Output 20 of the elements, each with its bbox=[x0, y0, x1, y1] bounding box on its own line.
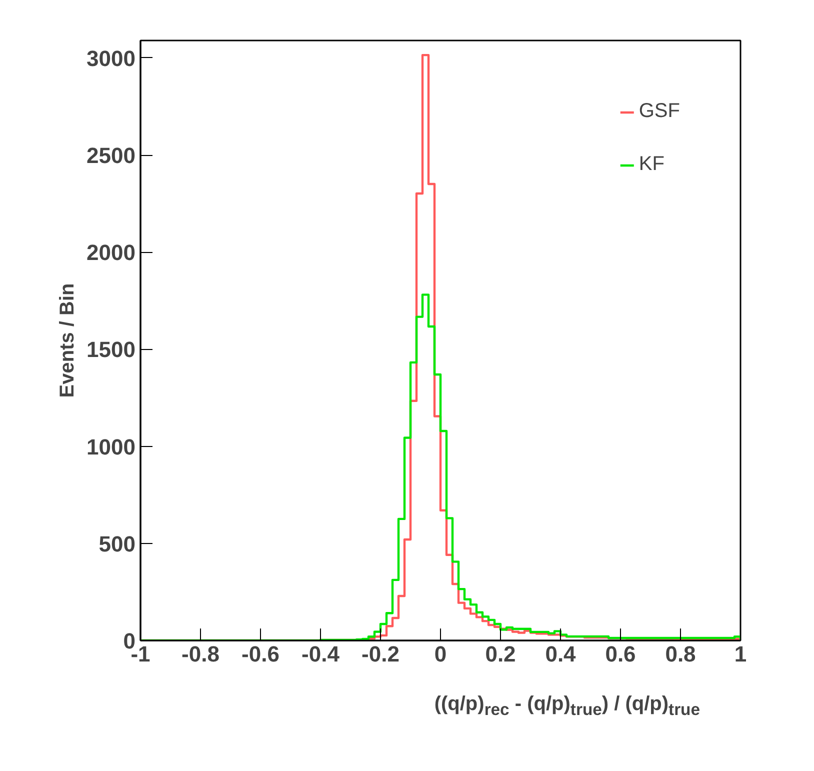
x-tick-label: 1 bbox=[734, 642, 747, 666]
y-tick-label: 1000 bbox=[86, 434, 136, 460]
y-tick-label: 500 bbox=[98, 531, 136, 556]
y-tick-label: 1500 bbox=[86, 337, 136, 362]
x-tick-label: 0.2 bbox=[485, 642, 516, 666]
y-tick-label: 2500 bbox=[86, 143, 136, 168]
y-axis-title: Events / Bin bbox=[56, 283, 79, 398]
x-tick-label: -0.8 bbox=[182, 642, 220, 666]
legend-label: KF bbox=[638, 153, 664, 176]
x-tick-label: -0.4 bbox=[302, 642, 340, 666]
legend-label: GSF bbox=[638, 100, 680, 123]
x-axis-title: ((q/p)$_{rec}$ - (q/p)$_{true}$) / (q/p)$_{true}$ bbox=[433, 692, 700, 721]
x-tick-label: 0.6 bbox=[605, 642, 636, 666]
x-tick-label: -0.6 bbox=[242, 642, 280, 666]
x-tick-label: 0.4 bbox=[545, 642, 577, 666]
x-tick-label: 0.8 bbox=[665, 642, 696, 666]
y-tick-label: 2000 bbox=[86, 240, 136, 266]
y-tick-label: 3000 bbox=[86, 46, 136, 71]
x-tick-label: -0.2 bbox=[362, 642, 400, 666]
x-tick-label: 0 bbox=[434, 642, 447, 666]
